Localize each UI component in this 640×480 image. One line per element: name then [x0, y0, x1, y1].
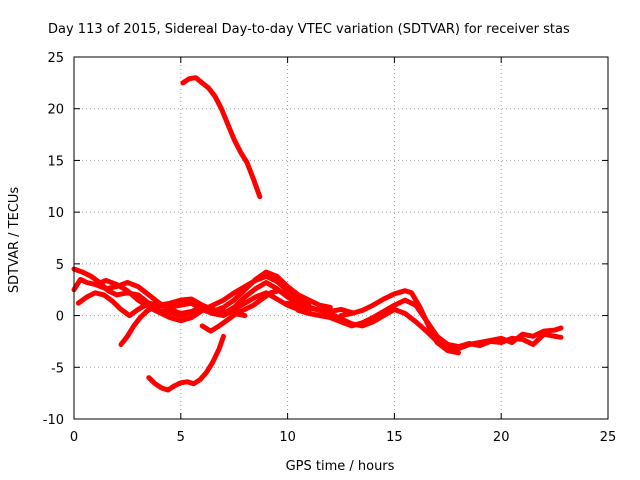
y-tick-label: 20 — [47, 103, 64, 118]
series-layer — [71, 75, 564, 393]
grid-layer — [74, 57, 608, 419]
series-line-arc-6 — [146, 333, 226, 393]
y-tick-label: -5 — [51, 361, 64, 376]
series-line-arc-7 — [180, 75, 263, 200]
series-line-arc-4 — [92, 273, 312, 324]
y-axis-label: SDTVAR / TECUs — [7, 187, 22, 294]
x-axis-label: GPS time / hours — [286, 459, 395, 474]
plot-frame — [73, 56, 609, 420]
x-tick-label: 0 — [70, 430, 78, 445]
x-tick-label: 15 — [386, 430, 403, 445]
x-tick-label: 25 — [600, 430, 617, 445]
x-tick-label: 5 — [177, 430, 185, 445]
x-tick-label: 20 — [493, 430, 510, 445]
y-tick-label: -10 — [43, 413, 64, 428]
y-tick-label: 5 — [56, 258, 64, 273]
y-axis-ticks: -10 -5 0 5 10 15 20 25 — [43, 51, 608, 428]
y-tick-label: 10 — [47, 206, 64, 221]
y-tick-label: 15 — [47, 154, 64, 169]
y-tick-label: 0 — [56, 310, 64, 325]
x-axis-ticks: 0 5 10 15 20 25 — [70, 57, 616, 445]
series-line-arc-5 — [118, 296, 248, 347]
y-tick-label: 25 — [47, 51, 64, 66]
x-tick-label: 10 — [279, 430, 296, 445]
series-line-arc-11 — [199, 288, 291, 334]
series-line-arc-10 — [338, 288, 461, 356]
chart-title: Day 113 of 2015, Sidereal Day-to-day VTE… — [48, 22, 570, 37]
